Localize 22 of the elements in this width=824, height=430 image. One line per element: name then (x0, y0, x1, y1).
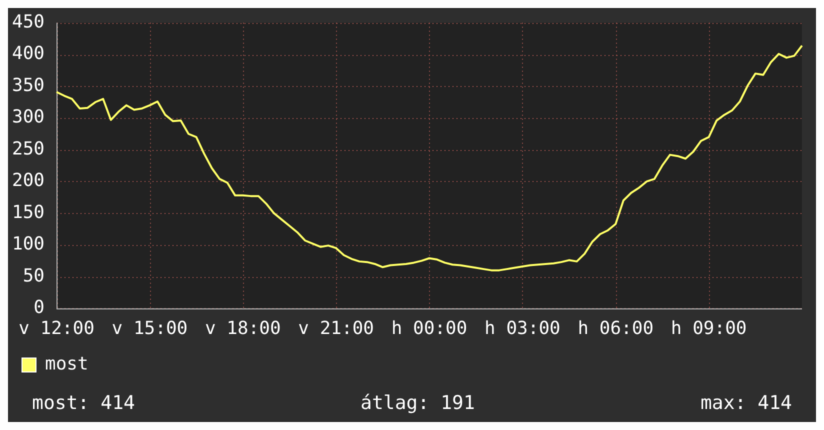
x-tick-label: v 21:00 (298, 318, 374, 339)
x-tick-label: h 03:00 (484, 318, 560, 339)
y-tick-label: 50 (22, 265, 45, 286)
x-tick-label: v 15:00 (112, 318, 188, 339)
y-tick-label: 350 (12, 74, 45, 96)
x-tick-label: h 09:00 (670, 318, 747, 339)
text: most: 414 (32, 392, 135, 414)
y-tick-label: 200 (12, 170, 45, 192)
y-tick-label: 450 (12, 11, 45, 32)
text: átlag: 191 (360, 392, 475, 414)
y-tick-label: 300 (12, 106, 45, 128)
x-tick-label: h 06:00 (578, 318, 654, 339)
y-tick-label: 0 (34, 297, 45, 318)
x-tick-label: h 00:00 (391, 318, 468, 339)
legend-label: most (45, 354, 88, 375)
y-tick-label: 250 (12, 138, 45, 160)
y-tick-label: 400 (12, 43, 45, 64)
x-tick-label: v 12:00 (18, 318, 94, 339)
y-tick-label: 100 (12, 234, 45, 255)
text: max: 414 (700, 392, 792, 414)
y-tick-label: 150 (12, 202, 45, 223)
x-tick-label: v 18:00 (204, 318, 281, 339)
